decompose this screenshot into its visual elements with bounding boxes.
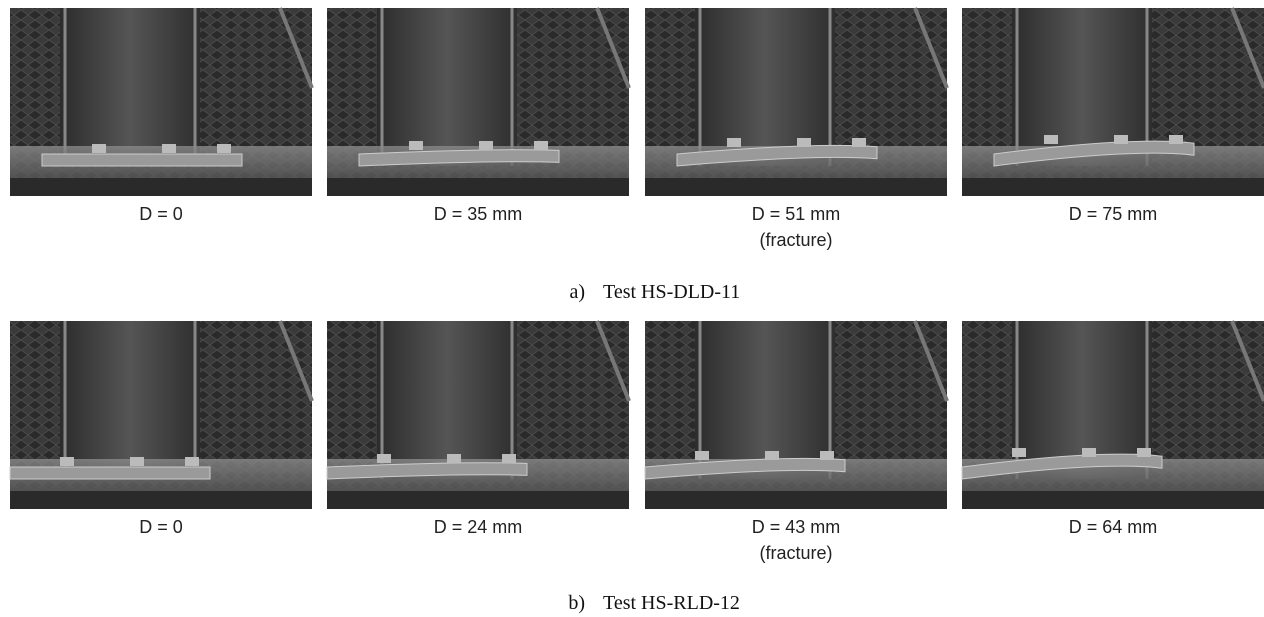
bolt (447, 454, 461, 463)
bolt (60, 457, 74, 466)
bolt (534, 141, 548, 150)
bolt (130, 457, 144, 466)
floor-strip (645, 178, 947, 196)
bolt (1012, 448, 1026, 457)
column (695, 8, 835, 166)
caption-label: b) (568, 592, 585, 614)
bolt (92, 144, 106, 153)
base-plate (9, 466, 211, 480)
panel: D = 64 mm (961, 320, 1264, 537)
panel: D = 24 mm (326, 320, 631, 537)
panel-label: D = 0 (139, 204, 183, 224)
bolt (852, 138, 866, 147)
floor-strip (327, 491, 629, 509)
base-plate (961, 453, 1163, 480)
bolt (797, 138, 811, 147)
panel-label: D = 24 mm (434, 517, 523, 537)
bolt (1169, 135, 1183, 144)
floor-strip (10, 491, 312, 509)
floor-strip (962, 491, 1264, 509)
caption: Test HS-RLD-12 (603, 592, 740, 614)
floor-strip (10, 178, 312, 196)
bolt (502, 454, 516, 463)
bolt (1137, 448, 1151, 457)
panel-label: D = 51 mm (752, 204, 841, 224)
panel: D = 0 (9, 320, 314, 537)
panel-label: D = 75 mm (1069, 204, 1158, 224)
base-plate (358, 149, 560, 167)
base-plate (326, 462, 528, 480)
base-plate (644, 457, 846, 480)
panel-label: D = 0 (139, 517, 183, 537)
bolt (1044, 135, 1058, 144)
column (377, 8, 517, 166)
panel-note: (fracture) (759, 230, 832, 250)
base-plate (676, 144, 878, 167)
bolt (162, 144, 176, 153)
panel: D = 75 mm (962, 7, 1264, 224)
brace (1230, 320, 1264, 402)
column (60, 321, 200, 479)
bolt (695, 451, 709, 460)
column (60, 8, 200, 166)
panel: D = 51 mm (fracture) (645, 7, 949, 250)
brace (278, 7, 314, 89)
panel: D = 0 (10, 7, 314, 224)
column (1012, 8, 1152, 166)
bolt (479, 141, 493, 150)
bolt (409, 141, 423, 150)
brace (1230, 7, 1264, 89)
panel-label: D = 43 mm (752, 517, 841, 537)
brace (913, 320, 949, 402)
floor-strip (645, 491, 947, 509)
column (377, 321, 517, 479)
floor-strip (327, 178, 629, 196)
bolt (217, 144, 231, 153)
brace (913, 7, 949, 89)
bolt (377, 454, 391, 463)
panel-note: (fracture) (759, 543, 832, 563)
panel-label: D = 64 mm (1069, 517, 1158, 537)
brace (595, 7, 631, 89)
caption: Test HS-DLD-11 (603, 281, 740, 303)
bolt (1114, 135, 1128, 144)
bolt (765, 451, 779, 460)
panel-label: D = 35 mm (434, 204, 523, 224)
bolt (820, 451, 834, 460)
brace (278, 320, 314, 402)
bolt (727, 138, 741, 147)
base-plate (993, 140, 1195, 167)
bolt (1082, 448, 1096, 457)
caption-label: a) (569, 281, 585, 303)
brace (595, 320, 631, 402)
panel: D = 35 mm (327, 7, 631, 224)
floor-strip (962, 178, 1264, 196)
panel: D = 43 mm (fracture) (644, 320, 949, 563)
base-plate (41, 153, 243, 167)
bolt (185, 457, 199, 466)
